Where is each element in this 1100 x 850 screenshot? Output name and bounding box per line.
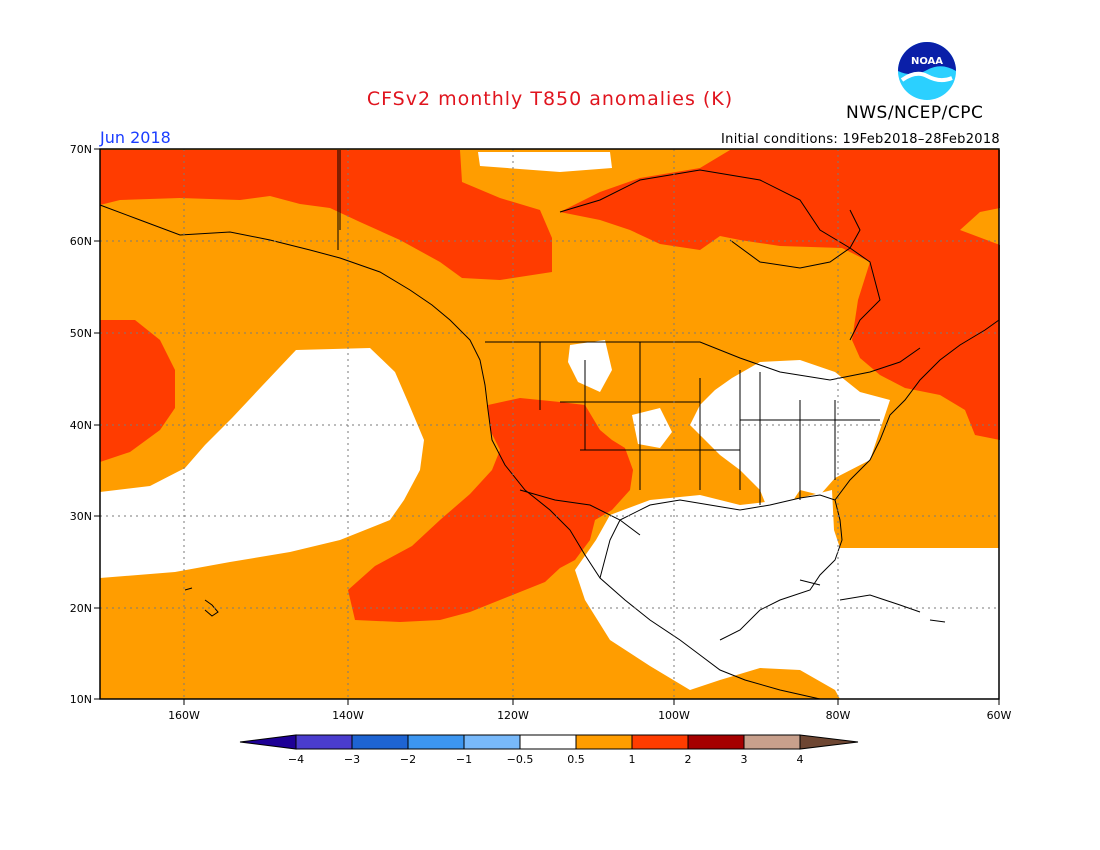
- lat-label-70n: 70N: [70, 143, 92, 156]
- colorbar-bin-1: [295, 734, 353, 750]
- colorbar-arrow-left: [239, 734, 297, 750]
- state-lines: [539, 342, 880, 505]
- colorbar-bin-3: [407, 734, 465, 750]
- colorbar-label: −3: [344, 753, 360, 766]
- central-white-patch: [632, 408, 672, 448]
- alaska-red-region: [100, 150, 552, 280]
- lon-label-100w: 100W: [658, 709, 690, 722]
- colorbar-arrow-right: [799, 734, 859, 750]
- lon-label-60w: 60W: [987, 709, 1012, 722]
- tick-marks: [94, 148, 1000, 705]
- lon-label-80w: 80W: [826, 709, 851, 722]
- red-regions: [100, 150, 1000, 622]
- forecast-month: Jun 2018: [100, 128, 171, 147]
- org-label: NWS/NCEP/CPC: [846, 103, 984, 123]
- coastline-gulf: [599, 494, 843, 641]
- lat-label-20n: 20N: [70, 602, 92, 615]
- lat-label-30n: 30N: [70, 510, 92, 523]
- arctic-white-patch: [478, 152, 612, 172]
- lat-label-40n: 40N: [70, 419, 92, 432]
- colorbar-bin-2: [351, 734, 409, 750]
- colorbar-bin-5: [519, 734, 577, 750]
- colorbar-label: 0.5: [567, 753, 585, 766]
- lat-label-10n: 10N: [70, 693, 92, 706]
- colorbar-label: 2: [685, 753, 692, 766]
- southwest-red-region: [348, 398, 633, 622]
- canada-coast-north: [339, 150, 881, 341]
- coastline-east: [834, 319, 1000, 501]
- logo-text: NOAA: [911, 56, 943, 67]
- pacific-west-red-region: [100, 320, 175, 462]
- hudson-bay: [729, 209, 861, 269]
- lon-label-140w: 140W: [332, 709, 364, 722]
- plains-white-patch: [568, 340, 612, 392]
- colorbar-bin-7: [631, 734, 689, 750]
- colorbar-label: −2: [400, 753, 416, 766]
- tropical-white-region: [575, 490, 999, 699]
- map-title: CFSv2 monthly T850 anomalies (K): [366, 88, 734, 110]
- map-frame: [99, 148, 1000, 700]
- colorbar-bin-6: [575, 734, 633, 750]
- noaa-logo: NOAA: [898, 42, 956, 100]
- colorbar-label: −4: [288, 753, 304, 766]
- colorbar-label: 3: [741, 753, 748, 766]
- lon-label-120w: 120W: [497, 709, 529, 722]
- graticule: [100, 149, 999, 699]
- colorbar-bin-4: [463, 734, 521, 750]
- canada-north-red-region: [560, 150, 1000, 440]
- hawaii: [184, 587, 219, 617]
- colorbar: [239, 734, 859, 750]
- us-canada-border: [485, 341, 921, 381]
- colorbar-bin-8: [687, 734, 745, 750]
- lon-label-160w: 160W: [168, 709, 200, 722]
- colorbar-bin-9: [743, 734, 801, 750]
- colorbar-label: −1: [456, 753, 472, 766]
- pacific-white-region: [100, 348, 424, 578]
- colorbar-label: 4: [797, 753, 804, 766]
- colorbar-label: 1: [629, 753, 636, 766]
- lat-label-50n: 50N: [70, 327, 92, 340]
- colorbar-label: −0.5: [507, 753, 534, 766]
- lat-label-60n: 60N: [70, 235, 92, 248]
- initial-conditions: Initial conditions: 19Feb2018–28Feb2018: [721, 132, 1000, 147]
- us-mexico-border: [519, 489, 641, 536]
